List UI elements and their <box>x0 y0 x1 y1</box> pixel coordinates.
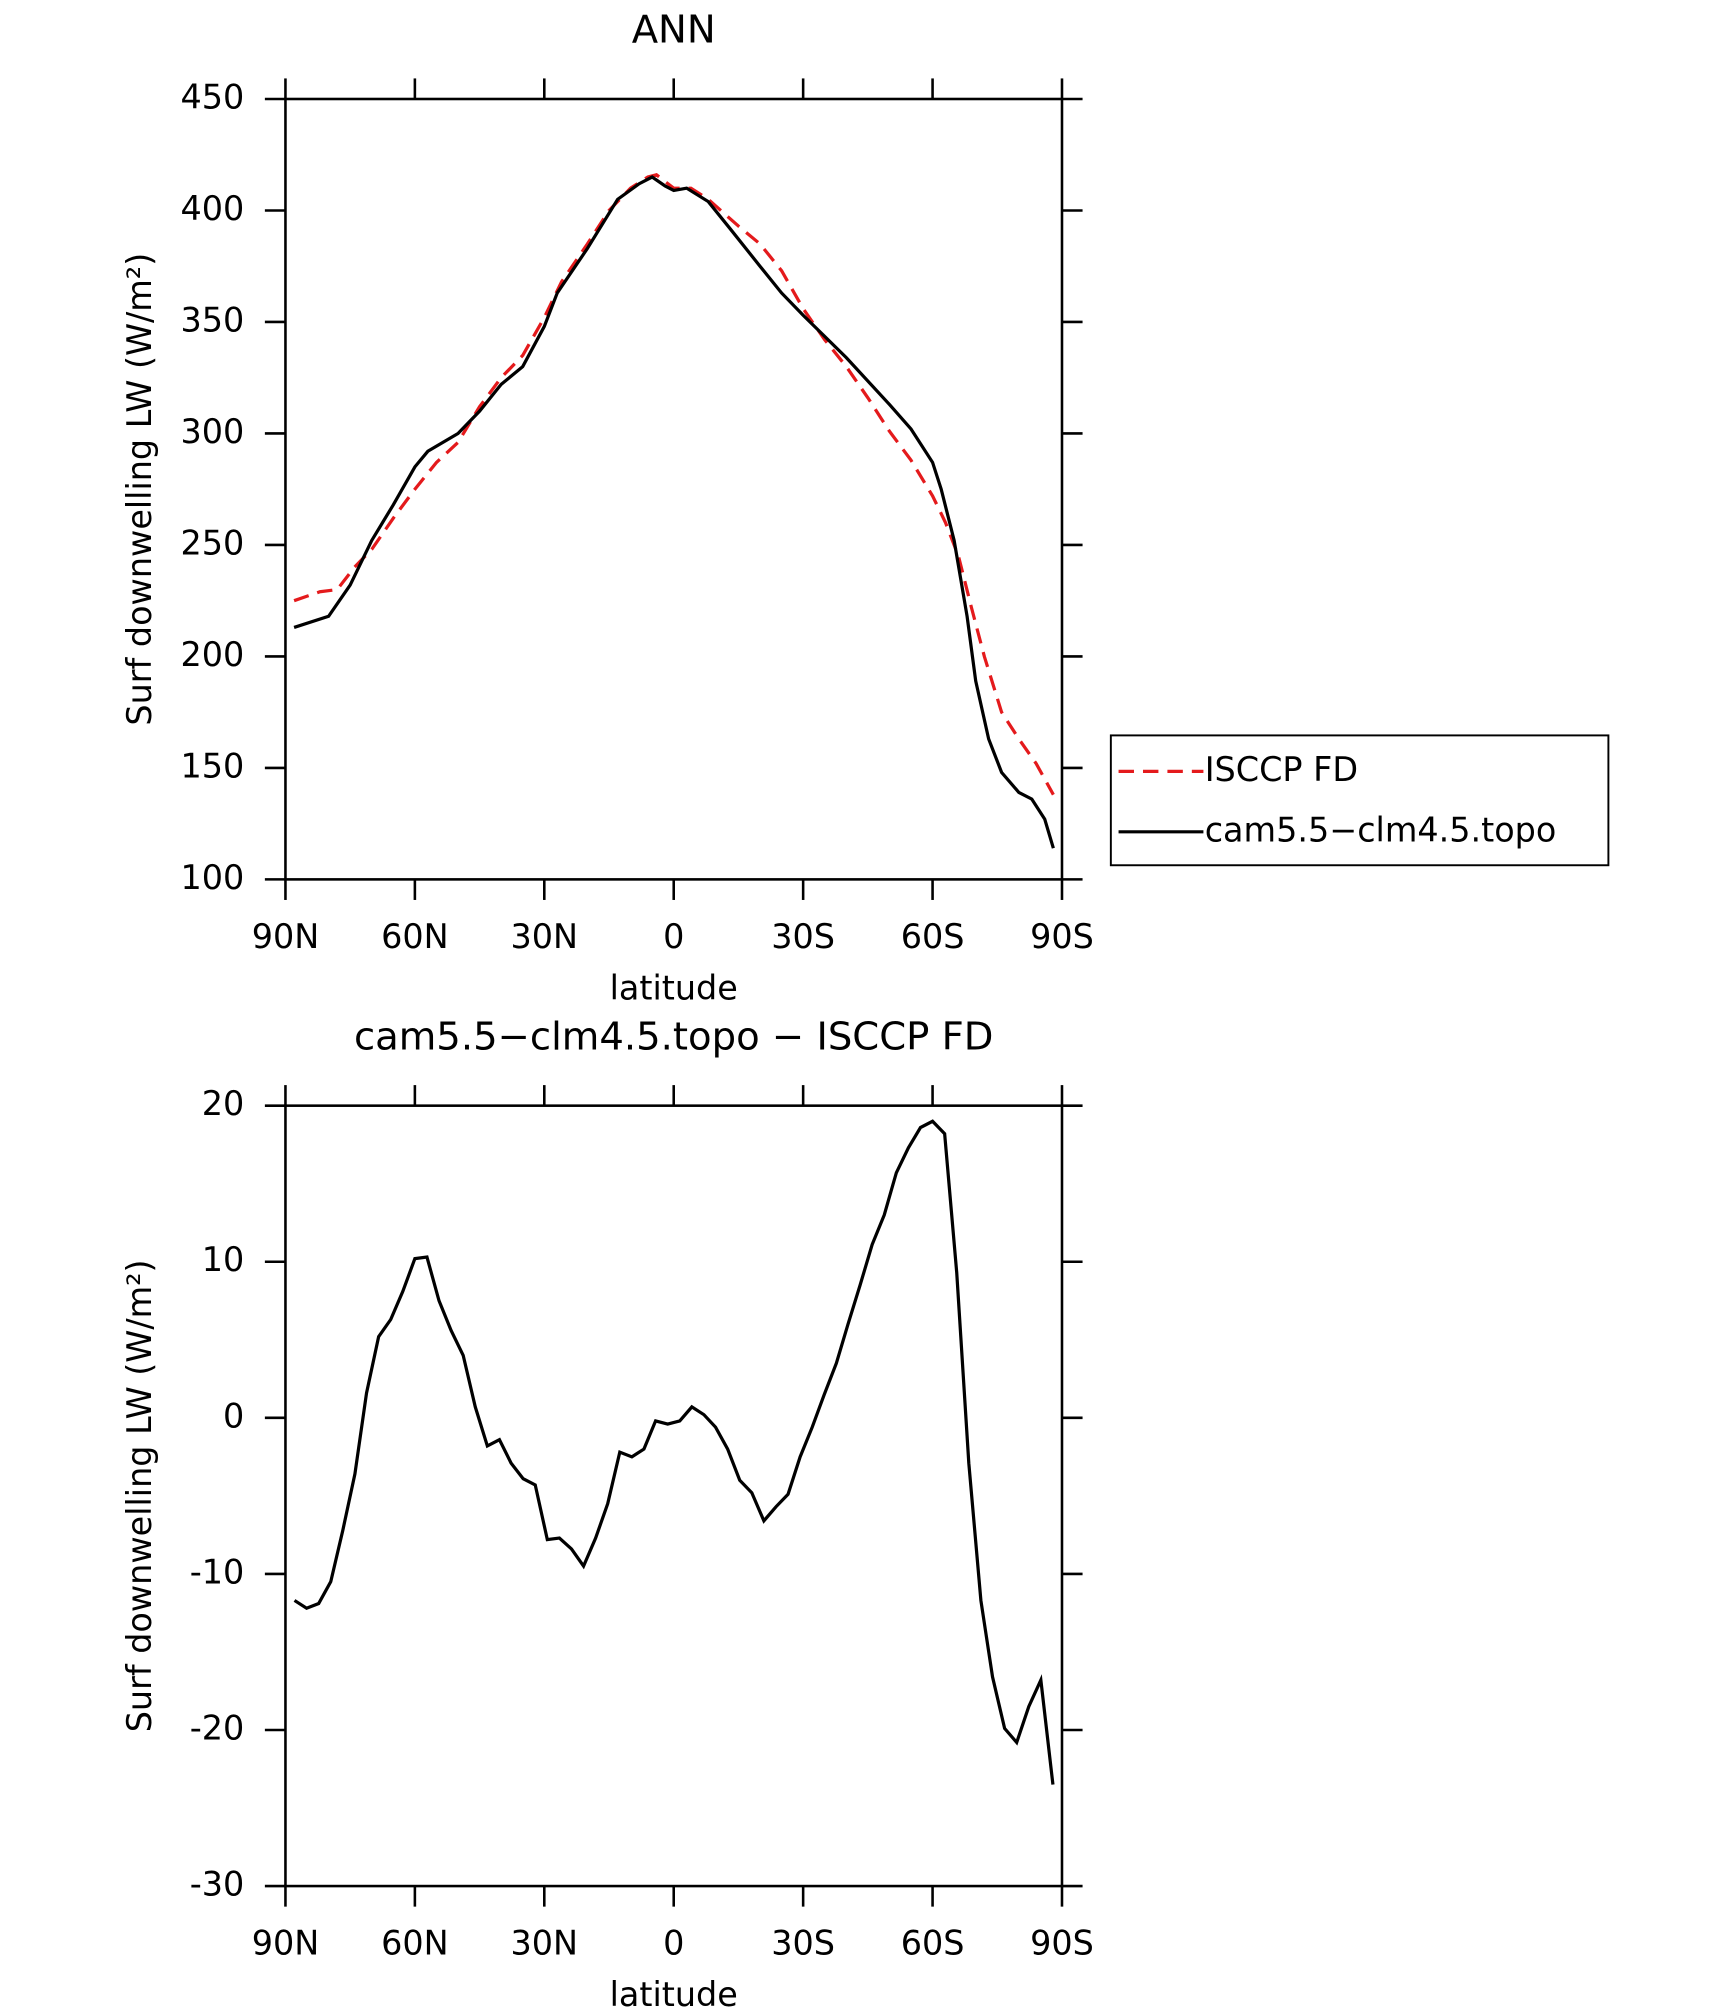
x-tick-label: 30S <box>771 1924 835 1963</box>
x-tick-label: 0 <box>663 917 684 956</box>
plot-frame <box>284 97 1064 881</box>
x-tick-label: 30N <box>511 917 579 956</box>
chart-title: cam5.5−clm4.5.topo − ISCCP FD <box>354 1014 994 1059</box>
legend-box <box>1109 734 1610 867</box>
x-tick-label: 60N <box>381 1924 449 1963</box>
y-tick-label: 300 <box>181 412 245 451</box>
x-tick-label: 60S <box>901 917 965 956</box>
data-line <box>293 1119 1055 1785</box>
y-tick-label: -20 <box>190 1708 245 1747</box>
data-line <box>293 175 1055 849</box>
x-axis-label: latitude <box>610 968 738 1007</box>
y-tick-label: 20 <box>202 1084 245 1123</box>
y-tick-label: 200 <box>181 635 245 674</box>
x-axis-label: latitude <box>610 1975 738 2010</box>
legend-label: ISCCP FD <box>1205 750 1358 789</box>
data-line <box>293 173 1055 796</box>
x-tick-label: 60S <box>901 1924 965 1963</box>
plot-frame <box>284 1104 1064 1888</box>
x-tick-label: 30S <box>771 917 835 956</box>
y-tick-label: -30 <box>190 1865 245 1904</box>
y-tick-label: 10 <box>202 1240 245 1279</box>
x-tick-label: 90N <box>252 1924 320 1963</box>
chart-title: ANN <box>632 8 716 53</box>
x-tick-label: 60N <box>381 917 449 956</box>
x-tick-label: 0 <box>663 1924 684 1963</box>
y-axis-label: Surf downwelling LW (W/m²) <box>120 253 159 726</box>
x-tick-label: 90N <box>252 917 320 956</box>
y-tick-label: 400 <box>181 189 245 228</box>
y-axis-label: Surf downwelling LW (W/m²) <box>120 1259 159 1732</box>
y-tick-label: 0 <box>223 1396 244 1435</box>
y-tick-label: 150 <box>181 746 245 785</box>
x-tick-label: 90S <box>1030 1924 1094 1963</box>
x-tick-label: 30N <box>511 1924 579 1963</box>
y-tick-label: 250 <box>181 523 245 562</box>
y-tick-label: 350 <box>181 300 245 339</box>
y-tick-label: 100 <box>181 858 245 897</box>
legend-label: cam5.5−clm4.5.topo <box>1205 810 1557 849</box>
y-tick-label: -10 <box>190 1552 245 1591</box>
y-tick-label: 450 <box>181 77 245 116</box>
x-tick-label: 90S <box>1030 917 1094 956</box>
